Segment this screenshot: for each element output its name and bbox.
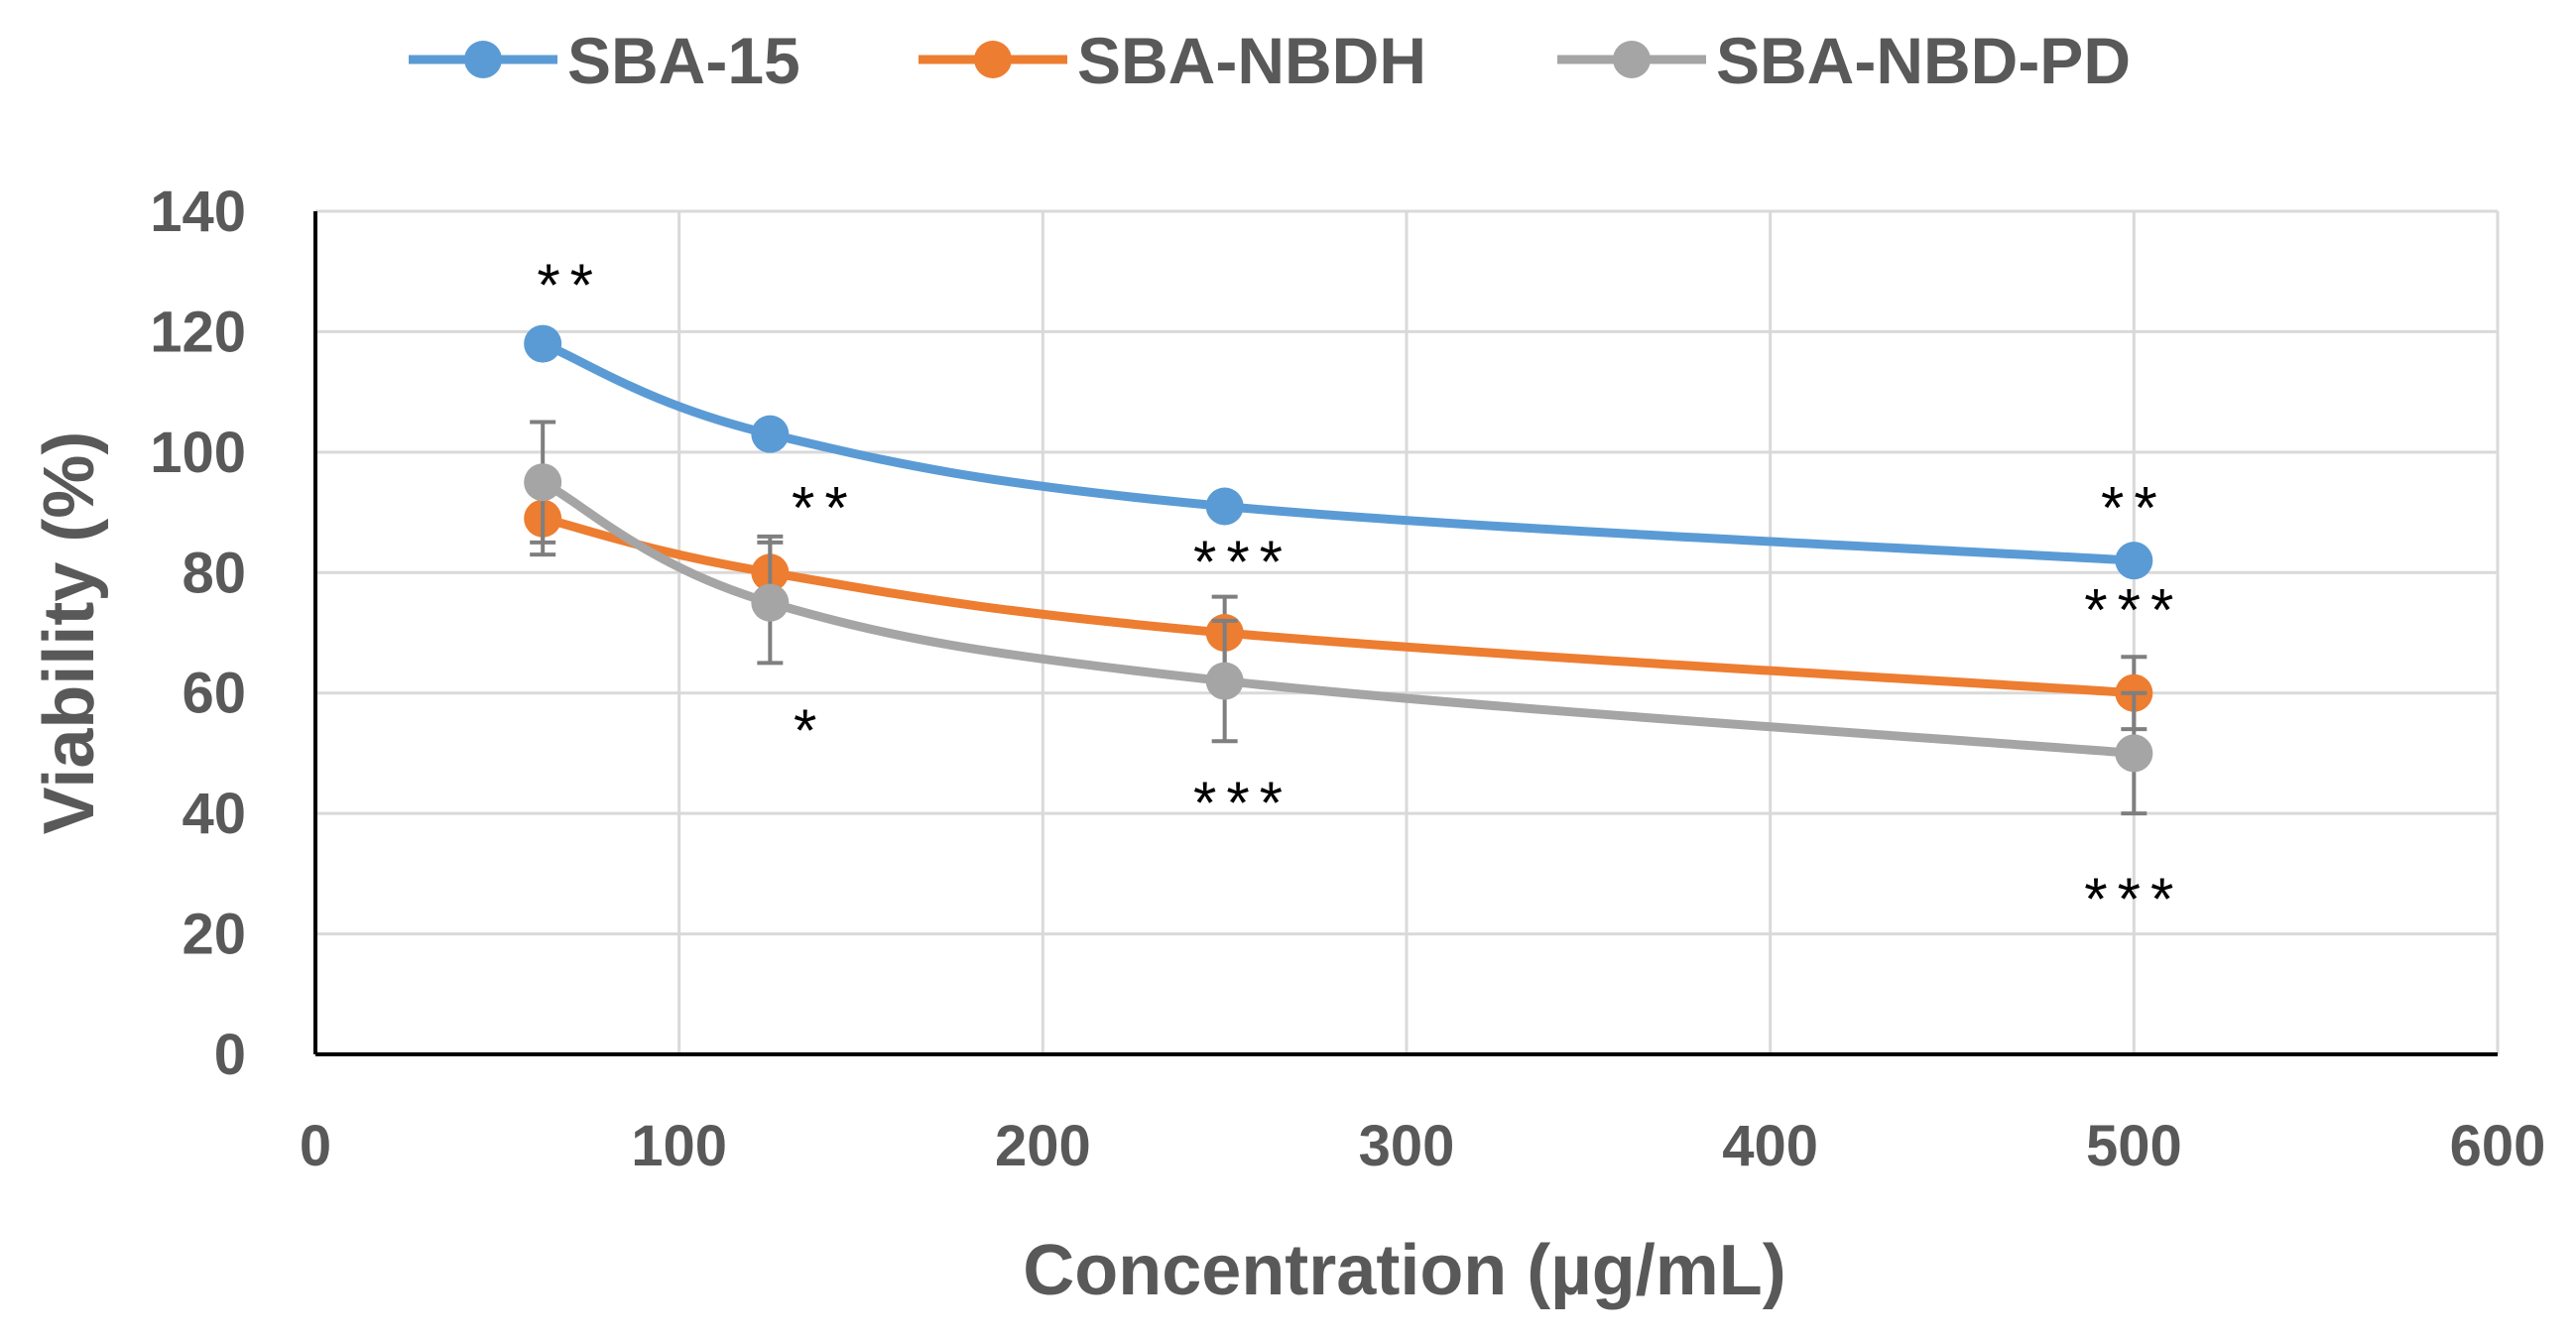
legend-item-sba-15: SBA-15	[409, 24, 800, 97]
x-tick-label: 200	[995, 1114, 1091, 1178]
x-tick-label: 300	[1359, 1114, 1455, 1178]
data-point	[1205, 487, 1244, 526]
y-tick-label: 40	[182, 782, 246, 846]
significance-marker: **	[792, 475, 858, 542]
y-tick-label: 20	[182, 903, 246, 967]
x-tick-label: 100	[631, 1114, 727, 1178]
y-tick-label: 60	[182, 662, 246, 726]
x-tick-label: 0	[300, 1114, 331, 1178]
legend-label: SBA-NBD-PD	[1716, 24, 2131, 97]
legend: SBA-15 SBA-NBDH SBA-NBD-PD	[409, 24, 2131, 97]
x-tick-label: 500	[2086, 1114, 2182, 1178]
data-point	[751, 415, 790, 453]
series-sba-15	[524, 324, 2153, 580]
data-point	[524, 324, 562, 363]
y-tick-label: 80	[182, 541, 246, 605]
x-tick-label: 600	[2450, 1114, 2546, 1178]
x-axis-title: Concentration (µg/mL)	[1023, 1231, 1785, 1310]
y-tick-label: 120	[150, 300, 246, 364]
significance-marker: ***	[1193, 770, 1292, 836]
y-tick-labels: 0 20 40 60 80 100 120 140	[150, 180, 246, 1087]
data-series	[524, 324, 2153, 816]
x-tick-label: 400	[1722, 1114, 1818, 1178]
legend-label: SBA-NBDH	[1077, 24, 1426, 97]
data-point	[524, 463, 562, 502]
grid-lines	[315, 209, 2500, 1054]
y-tick-label: 100	[150, 421, 246, 485]
significance-marker: *	[794, 697, 826, 764]
y-tick-label: 140	[150, 180, 246, 244]
significance-marker: ***	[2084, 866, 2183, 932]
y-axis-title: Viability (%)	[30, 431, 109, 835]
y-tick-label: 0	[214, 1023, 246, 1087]
x-tick-labels: 0 100 200 300 400 500 600	[300, 1114, 2546, 1178]
legend-marker	[1613, 41, 1651, 78]
legend-item-sba-nbdh: SBA-NBDH	[919, 24, 1426, 97]
data-point	[1205, 662, 1244, 700]
data-point	[751, 583, 790, 622]
data-point	[2115, 734, 2153, 773]
series-sba-nbd-pd	[524, 420, 2153, 816]
legend-marker	[974, 41, 1012, 78]
legend-item-sba-nbd-pd: SBA-NBD-PD	[1557, 24, 2131, 97]
data-point	[2115, 542, 2153, 580]
significance-marker: **	[2101, 475, 2167, 542]
series-line	[538, 477, 2139, 758]
legend-marker	[464, 41, 502, 78]
significance-annotations: *******************	[537, 252, 2183, 932]
legend-label: SBA-15	[567, 24, 800, 97]
significance-marker: ***	[2084, 577, 2183, 644]
significance-marker: **	[537, 252, 603, 318]
axes	[313, 211, 2498, 1056]
series-line	[538, 514, 2139, 698]
significance-marker: ***	[1193, 529, 1292, 595]
series-line	[538, 339, 2139, 565]
